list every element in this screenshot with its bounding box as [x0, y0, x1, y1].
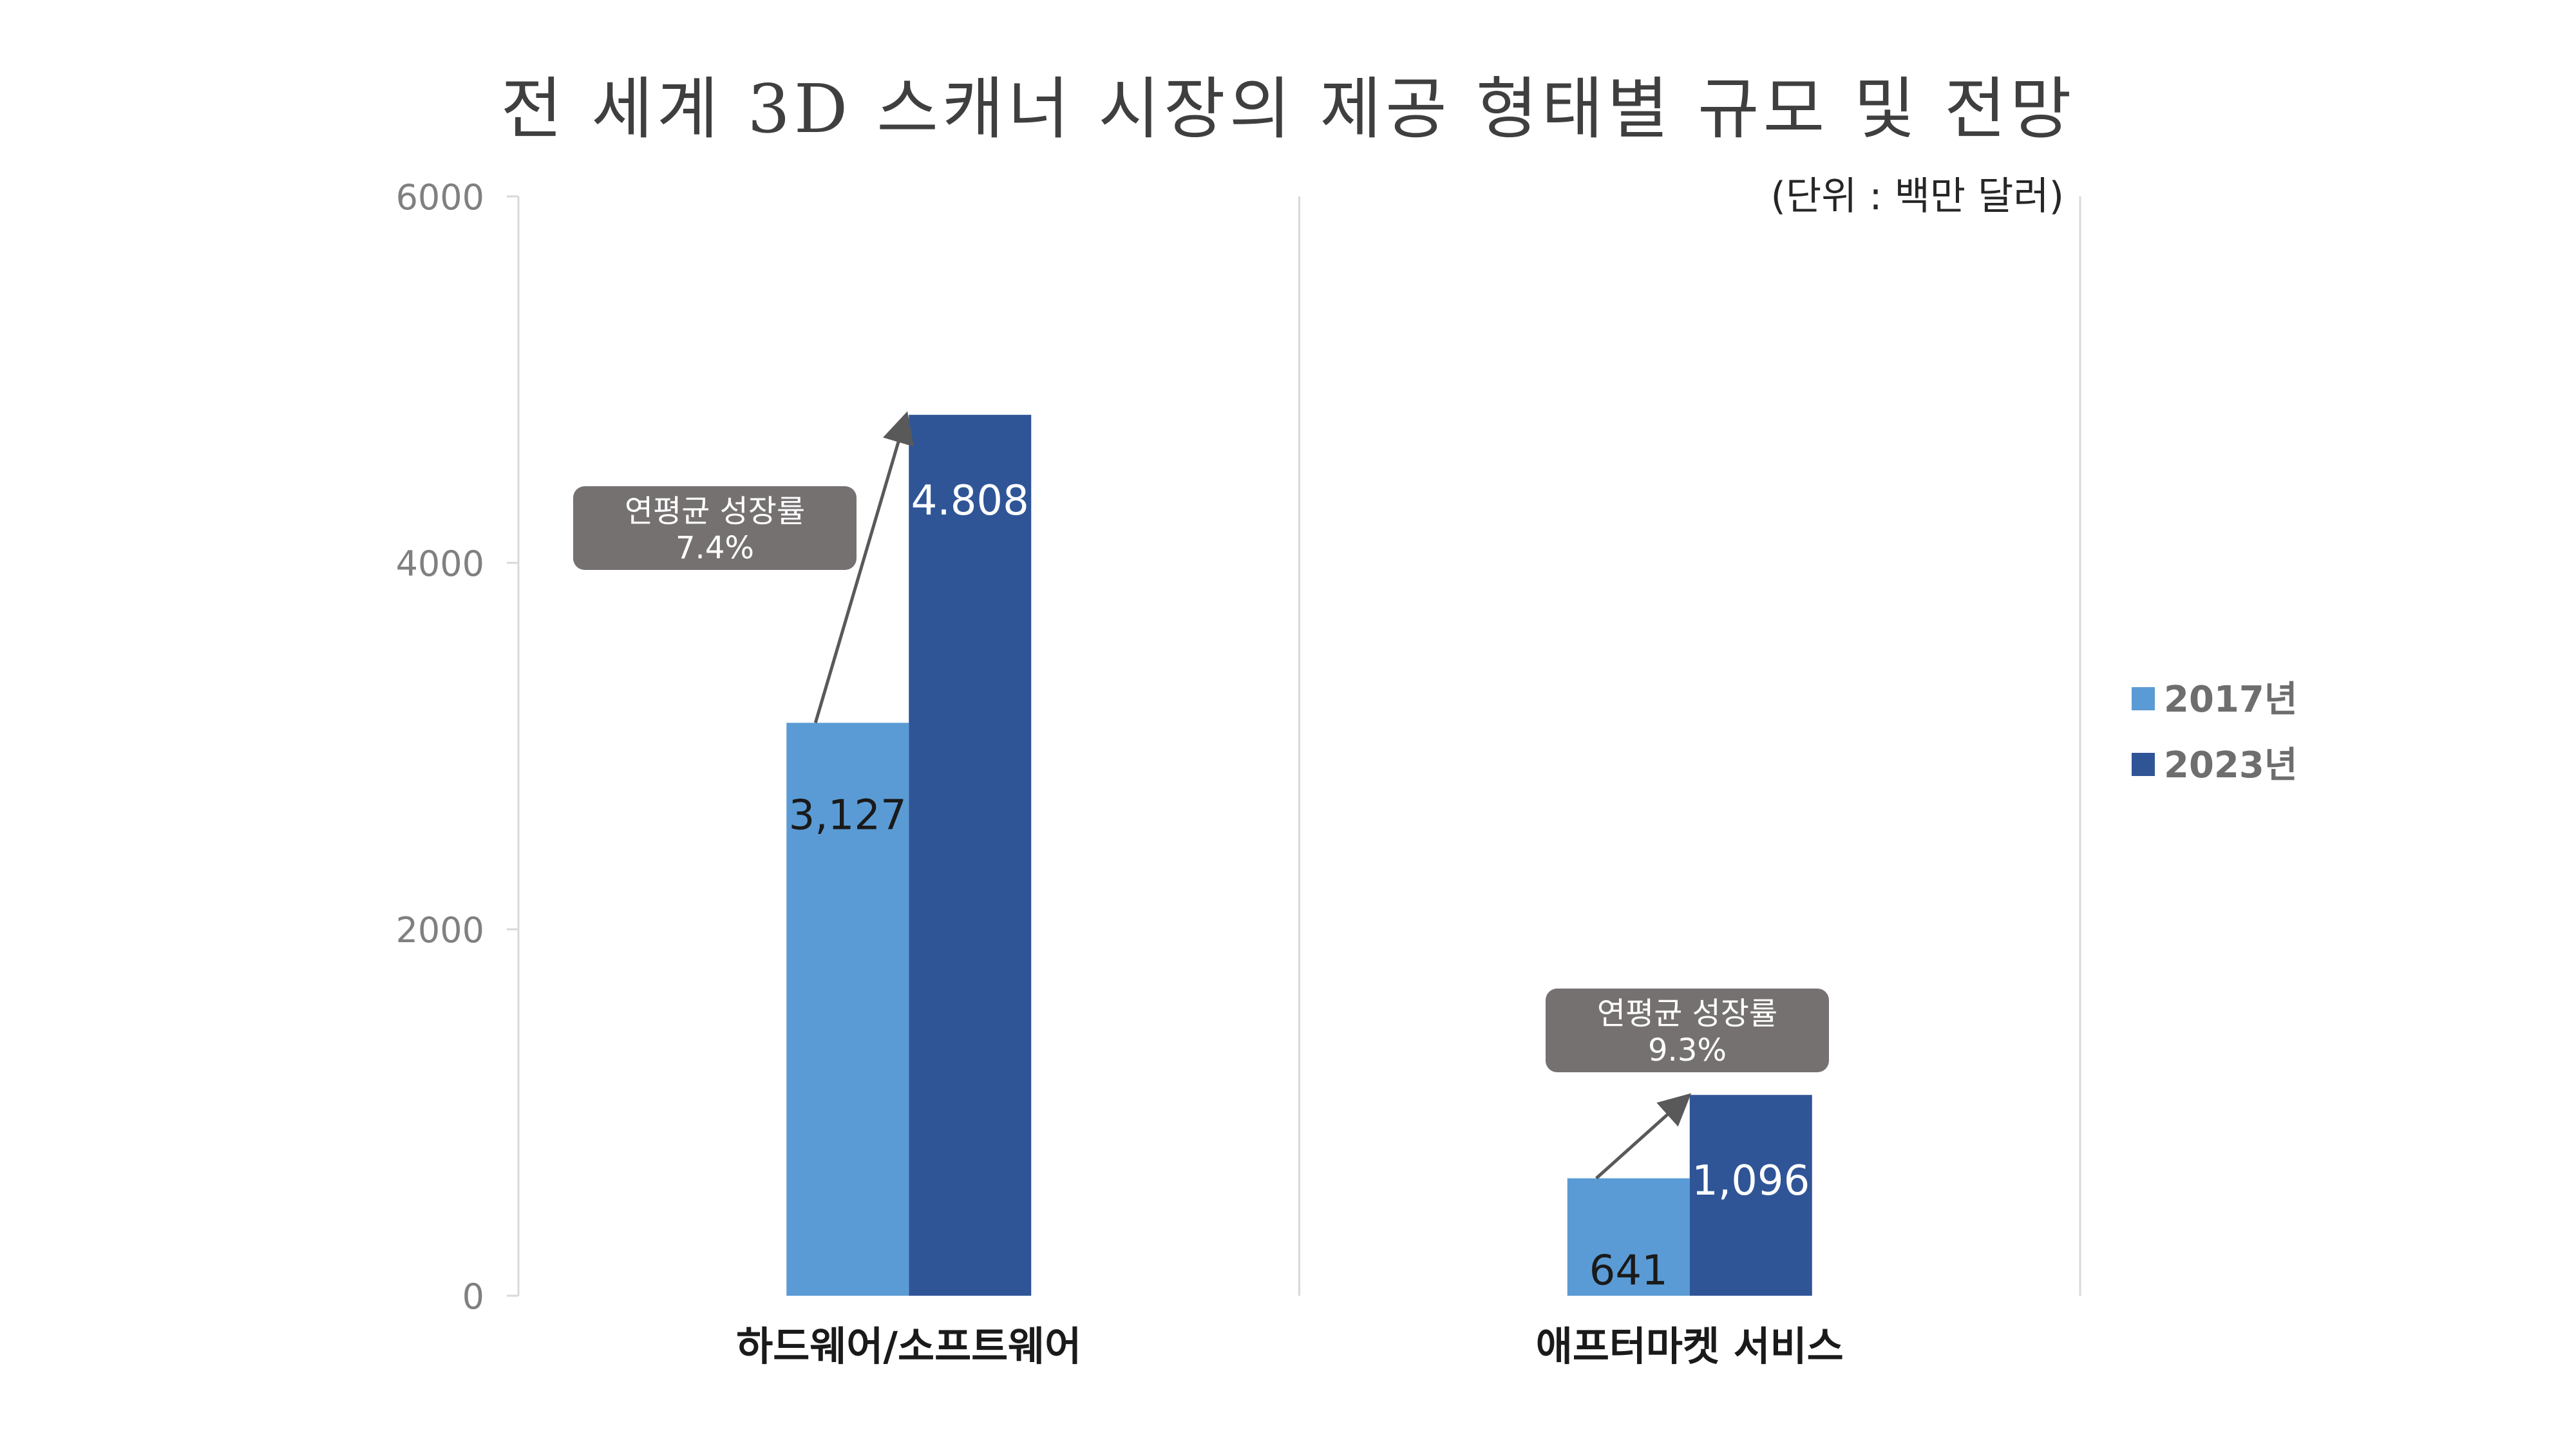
category-label-0: 하드웨어/소프트웨어 [736, 1323, 1081, 1370]
category-label-1: 애프터마켓 서비스 [1536, 1323, 1844, 1370]
legend-label-1: 2023년 [2164, 744, 2297, 786]
growth-callout-title-0: 연평균 성장률 [625, 493, 805, 529]
y-tick-label-4000: 4000 [396, 544, 484, 584]
chart-title: 전 세계 3D 스캐너 시장의 제공 형태별 규모 및 전망 [501, 70, 2076, 148]
growth-arrow-1 [1595, 1093, 1692, 1180]
growth-callout-value-1: 9.3% [1648, 1032, 1727, 1068]
unit-note: (단위 : 백만 달러) [1771, 174, 2064, 219]
data-label-0-0: 3,127 [789, 791, 907, 839]
growth-callout-value-0: 7.4% [676, 530, 754, 566]
growth-callout-box-1 [1546, 989, 1829, 1072]
y-tick-label-0: 0 [462, 1276, 484, 1317]
growth-callout-title-1: 연평균 성장률 [1597, 996, 1777, 1032]
data-label-1-1: 1,096 [1692, 1157, 1810, 1205]
legend-swatch-0 [2132, 687, 2155, 710]
data-label-0-1: 4.808 [911, 477, 1029, 525]
growth-arrow-0 [813, 411, 914, 724]
bar-1-0 [1567, 1178, 1690, 1296]
bar-0-1 [909, 415, 1032, 1296]
data-label-1-0: 641 [1589, 1247, 1668, 1295]
y-tick-label-2000: 2000 [396, 910, 484, 951]
legend-swatch-1 [2132, 753, 2155, 776]
y-tick-label-6000: 6000 [396, 177, 484, 218]
growth-callout-box-0 [573, 486, 857, 570]
bar-0-0 [786, 723, 909, 1296]
bar-1-1 [1689, 1095, 1812, 1296]
legend-label-0: 2017년 [2164, 679, 2297, 721]
